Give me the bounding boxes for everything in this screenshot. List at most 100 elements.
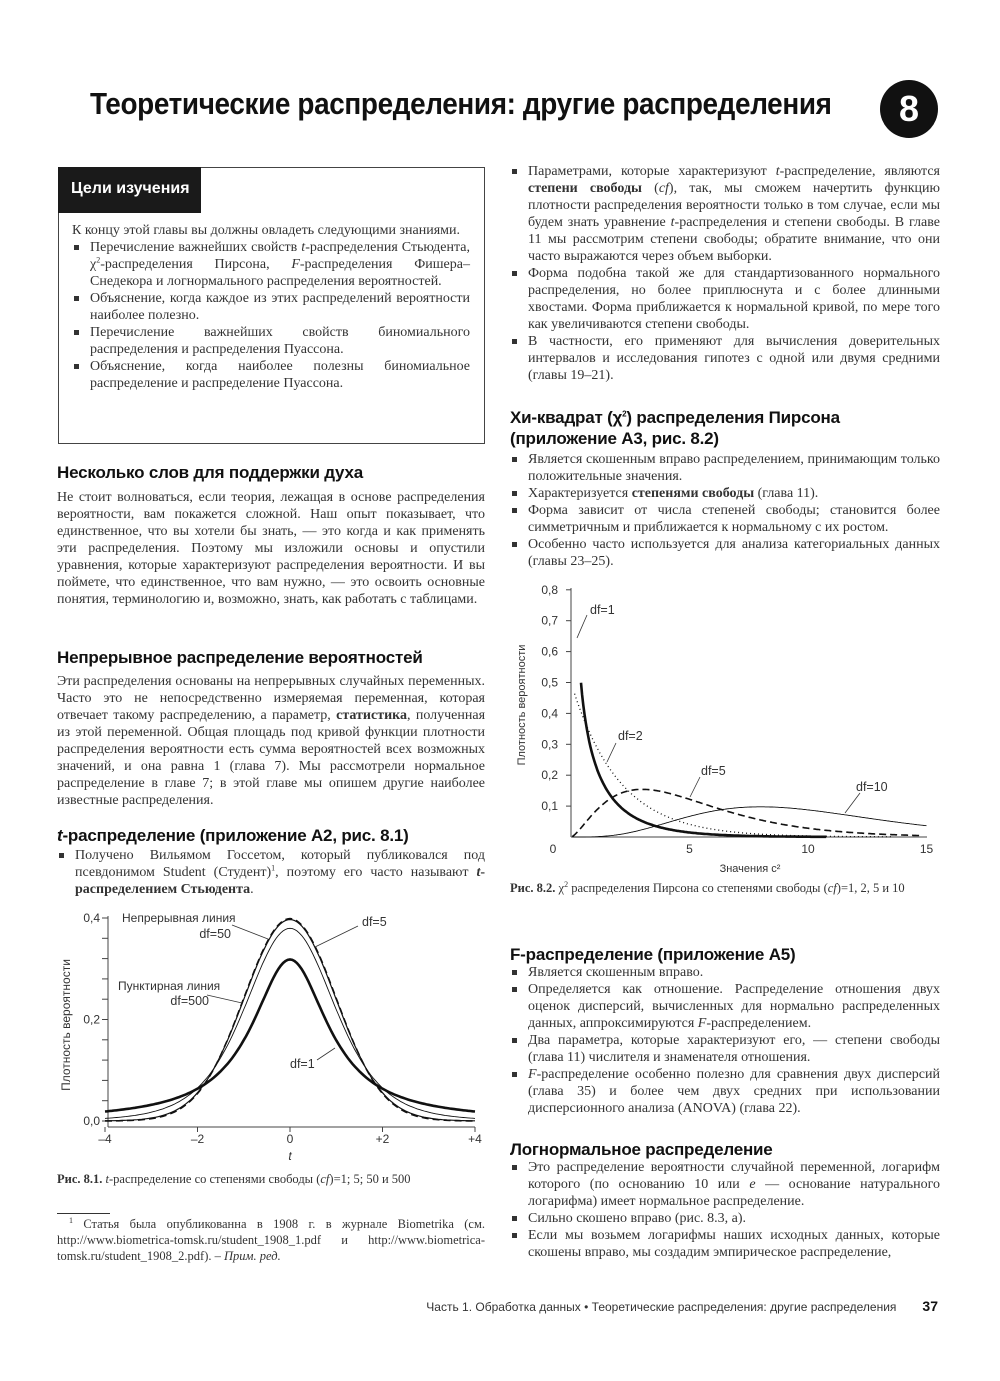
list-item: Перечисление важнейших свойств биномиаль… <box>72 324 470 358</box>
annotation-label: df=2 <box>618 729 643 743</box>
chi-square-list: Является скошенным вправо распределением… <box>510 451 940 570</box>
x-tick-label: +4 <box>468 1132 482 1146</box>
text-run: F <box>697 1016 707 1031</box>
figure-caption-8-1: Рис. 8.1. t-распределение со степенями с… <box>57 1172 411 1186</box>
x-axis-title: Значения c² <box>720 863 781 875</box>
text-run: -распределением Стьюдента <box>75 865 485 897</box>
y-tick-label: 0,4 <box>541 706 558 720</box>
list-item: Форма подобна такой же для стандартизова… <box>510 265 940 333</box>
f-distribution-bullets: Является скошенным вправо. Определяется к… <box>510 964 940 1117</box>
text-run: F <box>291 257 300 272</box>
text-run: t <box>105 1172 109 1186</box>
leader-line <box>206 994 243 1004</box>
leader-line <box>689 776 701 798</box>
y-tick-label: 0,4 <box>83 911 100 925</box>
x-tick-label: 15 <box>920 842 934 856</box>
text-run: Рис. 8.2. <box>510 881 556 895</box>
learning-objectives-content: К концу этой главы вы должны овладеть сл… <box>72 222 470 392</box>
x-tick-label: 0 <box>550 842 557 856</box>
leader-line <box>844 792 861 814</box>
objectives-list: Перечисление важнейших свойств t-распред… <box>72 239 470 392</box>
footnote: 1 Статья была опубликованна в 1908 г. в … <box>57 1215 485 1263</box>
x-tick-label: –2 <box>191 1132 205 1146</box>
x-tick-label: 0 <box>287 1132 294 1146</box>
chapter-number-badge: 8 <box>880 80 938 138</box>
annotation-label: Непрерывная линия <box>122 911 236 925</box>
list-item: Форма зависит от числа степеней свободы;… <box>510 502 940 536</box>
running-title: Часть 1. Обработка данных • Теоретически… <box>426 1300 897 1314</box>
text-run: Прим. ред. <box>224 1249 281 1263</box>
y-tick-label: 0,8 <box>541 583 558 597</box>
annotation-label: df=5 <box>362 915 387 929</box>
page-number: 37 <box>922 1298 938 1314</box>
list-item: Определяется как отношение. Распределени… <box>510 981 940 1032</box>
text-run: Рис. 8.1. <box>57 1172 103 1186</box>
x-axis-title: t <box>288 1149 292 1163</box>
annotation-label: df=1 <box>290 1057 315 1071</box>
list-item: Особенно часто используется для анализа … <box>510 536 940 570</box>
curve-df-500 <box>105 917 475 1122</box>
curve-df-1 <box>579 682 827 839</box>
annotation-label: df=500 <box>170 994 209 1008</box>
paragraph-continuous: Эти распределения основаны на непрерывны… <box>57 674 486 808</box>
text-run: e <box>749 1177 756 1192</box>
text-run: 2 <box>96 255 101 265</box>
list-item: Объяснение, когда наиболее полезны бином… <box>72 358 470 392</box>
text-run: cf <box>320 1172 330 1186</box>
annotation-label: df=10 <box>856 780 888 794</box>
leader-line <box>231 924 269 940</box>
figure-caption-8-2: Рис. 8.2. χ2 распределения Пирсона со ст… <box>510 879 905 895</box>
t-distribution-list: Получено Вильямом Госсетом, который публ… <box>57 847 485 898</box>
leader-line <box>606 742 617 763</box>
t-distribution-chart: 0,0 0,2 0,4 –4 –2 0 +2 +4 t Плотность вероятности… <box>59 911 482 1163</box>
curve-df-2 <box>573 693 891 838</box>
text-run: степени свободы <box>528 181 642 196</box>
objectives-intro: К концу этой главы вы должны овладеть сл… <box>72 223 461 238</box>
section-heading-t-distribution: t-распределение (приложение A2, рис. 8.1… <box>57 826 409 845</box>
x-tick-label: 10 <box>801 842 815 856</box>
y-tick-label: 0,2 <box>83 1013 100 1027</box>
list-item: Получено Вильямом Госсетом, который публ… <box>57 847 485 898</box>
section-heading-lognormal: Логнормальное распределение <box>510 1140 773 1159</box>
y-tick-label: 0,2 <box>541 768 558 782</box>
annotation-label: df=50 <box>199 927 231 941</box>
list-item: Перечисление важнейших свойств t-распред… <box>72 239 470 290</box>
x-tick-label: –4 <box>98 1132 112 1146</box>
x-tick-label: +2 <box>376 1132 390 1146</box>
text-run: 2 <box>622 409 627 419</box>
leader-line <box>576 614 588 639</box>
y-axis-title: Плотность вероятности <box>516 645 528 766</box>
section-heading-continuous: Непрерывное распределение вероятностей <box>57 648 423 667</box>
list-item: В частности, его применяют для вычислени… <box>510 333 940 384</box>
annotation-label: df=1 <box>590 603 615 617</box>
y-tick-label: 0,1 <box>541 799 558 813</box>
lognormal-list: Это распределение вероятности случайной … <box>510 1159 940 1261</box>
page-footer: Часть 1. Обработка данных • Теоретически… <box>426 1298 938 1314</box>
list-item: F-распределение особенно полезно для сра… <box>510 1066 940 1117</box>
footnote-divider <box>57 1213 110 1214</box>
chi-square-bullets: Является скошенным вправо распределением… <box>510 451 940 570</box>
curve-df-5 <box>571 788 922 838</box>
list-item: Параметрами, которые характеризуют t-рас… <box>510 163 940 265</box>
paragraph-encourage: Не стоит волноваться, если теория, лежащ… <box>57 490 485 607</box>
f-distribution-list: Является скошенным вправо. Определяется к… <box>510 964 940 1117</box>
annotation-label: df=5 <box>701 764 726 778</box>
text-run: t <box>57 826 63 845</box>
curve-df-10 <box>572 806 927 838</box>
list-item: Является скошенным вправо распределением… <box>510 451 940 485</box>
list-item: Характеризуется степенями свободы (глава… <box>510 485 940 502</box>
text-run: t <box>670 215 675 230</box>
list-item: Объяснение, когда каждое из этих распред… <box>72 290 470 324</box>
learning-objectives-box <box>58 167 485 444</box>
text-run: t <box>775 164 780 179</box>
annotation-label: Пунктирная линия <box>118 979 220 993</box>
text-run: степенями свободы <box>631 486 755 501</box>
text-run: t <box>301 240 306 255</box>
text-run: статистика <box>336 708 407 723</box>
x-tick-label: 5 <box>686 842 693 856</box>
page-title: Теоретические распределения: другие расп… <box>90 86 832 121</box>
text-run: cf <box>658 181 669 196</box>
list-item: Это распределение вероятности случайной … <box>510 1159 940 1210</box>
list-item: Является скошенным вправо. <box>510 964 940 981</box>
leader-line <box>314 925 359 948</box>
